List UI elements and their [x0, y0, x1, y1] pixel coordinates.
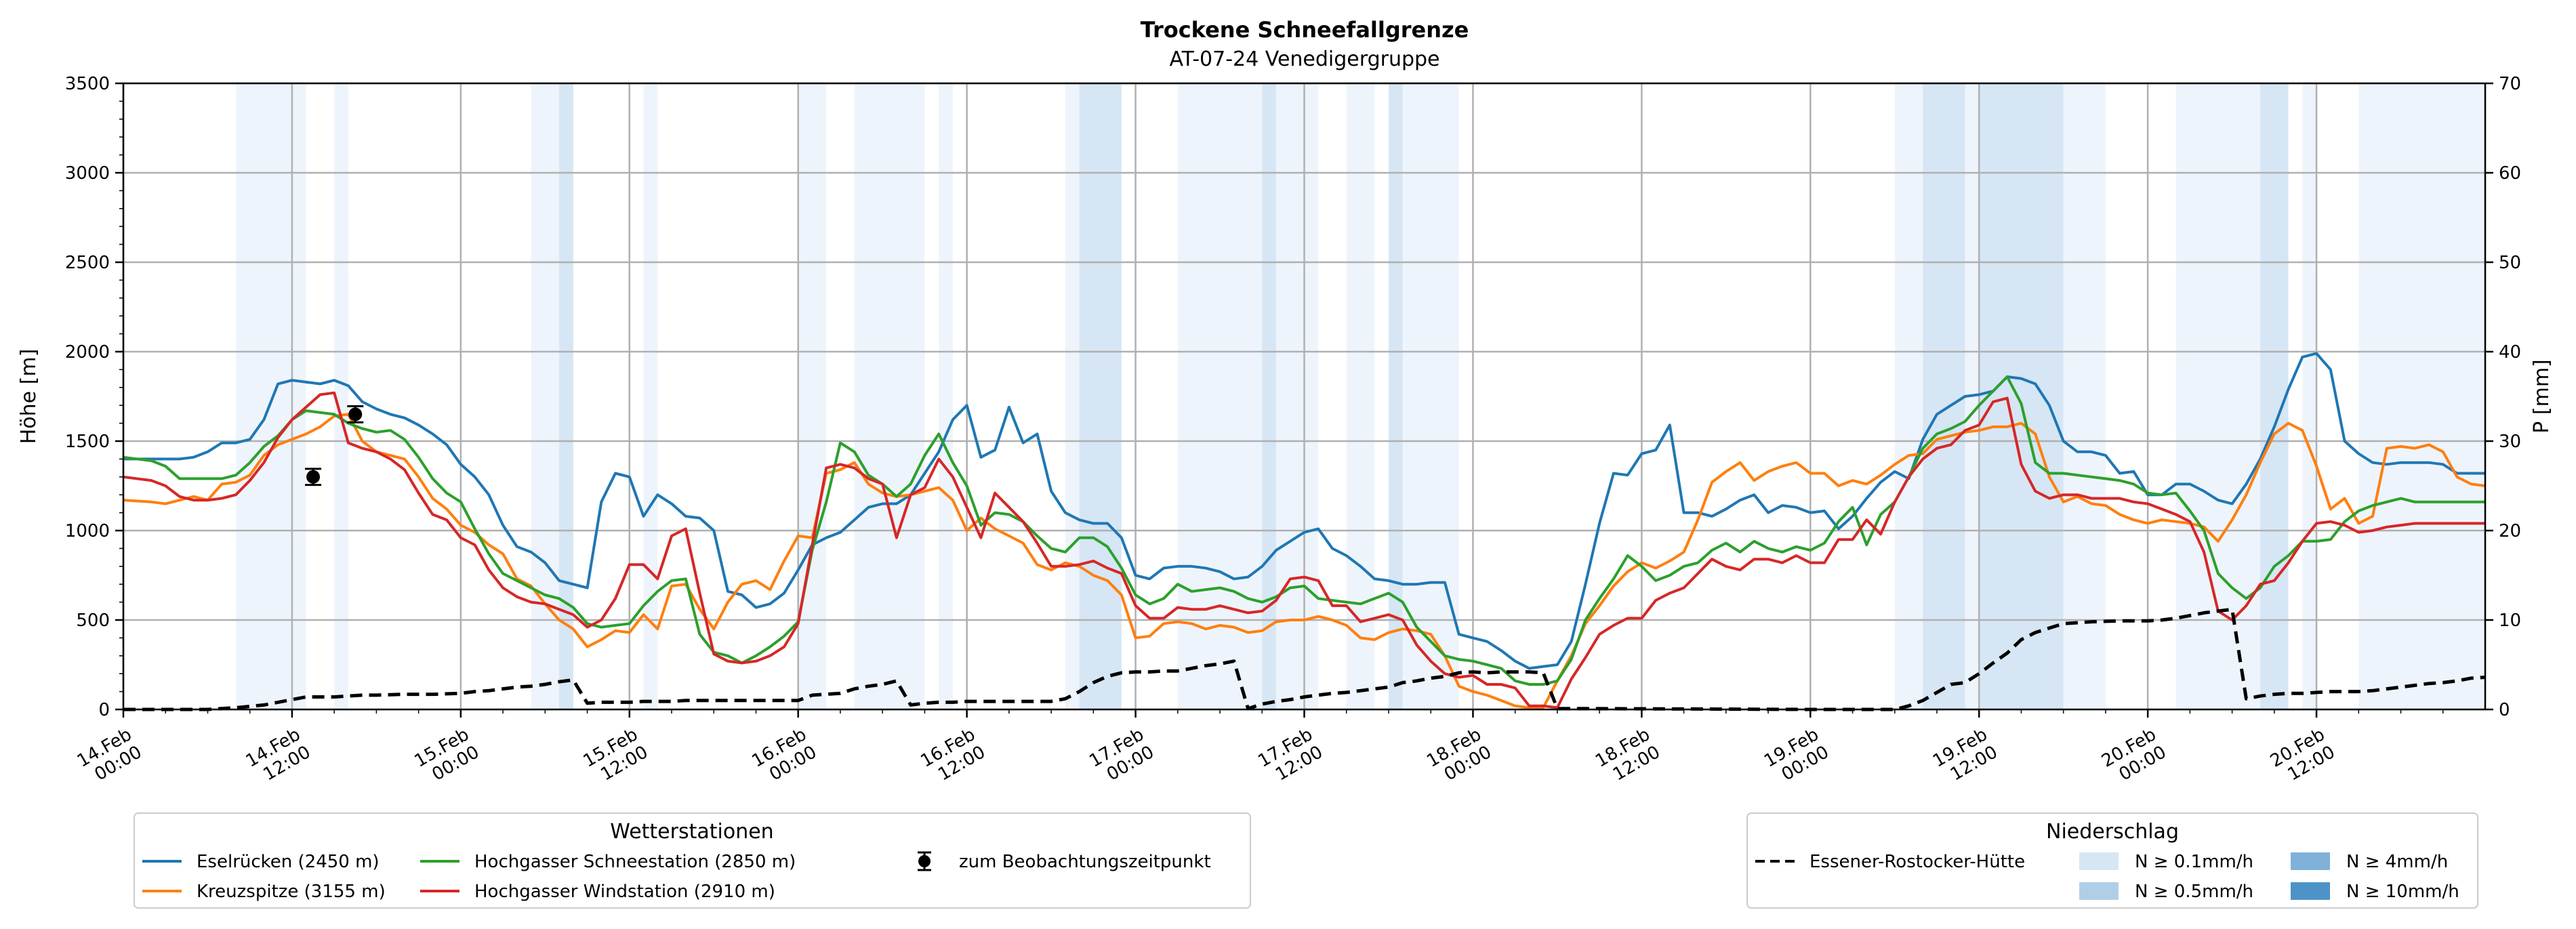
y-axis-right: 0 10 20 30 40 50 60 70 — [2485, 74, 2521, 720]
y-tick-label-left: 500 — [76, 611, 110, 631]
precip-band — [559, 83, 573, 709]
precip-band — [1065, 83, 1080, 709]
legend-stations: Wetterstationen Eselrücken (2450 m) Kreu… — [134, 812, 1251, 909]
legend-label-observation: zum Beobachtungszeitpunkt — [959, 852, 1211, 872]
y-axis-label-right: P [mm] — [2530, 359, 2554, 433]
legend-label-precip-3: N ≥ 10mm/h — [2346, 882, 2459, 902]
legend-label-precip-1: N ≥ 0.5mm/h — [2135, 882, 2253, 902]
legend-swatch-precip-2 — [2291, 852, 2330, 870]
precip-band — [1346, 83, 1375, 709]
precip-band — [2358, 83, 2485, 709]
precip-band — [939, 83, 953, 709]
y-tick-label-right: 70 — [2499, 74, 2521, 94]
observation-markers — [305, 405, 364, 487]
series-line-3 — [123, 391, 2485, 709]
precip-band — [1276, 83, 1319, 709]
chart-subtitle: AT-07-24 Venedigergruppe — [1169, 47, 1439, 71]
legend-stations-frame — [134, 812, 1251, 909]
legend-swatch-precip-0 — [2079, 852, 2119, 870]
legend-swatch-precip-1 — [2079, 882, 2119, 900]
y-tick-label-left: 0 — [98, 700, 110, 720]
y-tick-label-right: 10 — [2499, 611, 2521, 631]
precip-band — [1402, 83, 1459, 709]
legend-label-precip-0: N ≥ 0.1mm/h — [2135, 852, 2253, 872]
precip-band — [1177, 83, 1263, 709]
y-tick-label-right: 30 — [2499, 432, 2521, 452]
precip-band — [235, 83, 306, 709]
precip-band — [798, 83, 827, 709]
legend-label-kreuzspitze: Kreuzspitze (3155 m) — [197, 882, 386, 902]
y-tick-label-left: 1000 — [65, 521, 110, 541]
precip-band — [854, 83, 925, 709]
legend-stations-title: Wetterstationen — [610, 820, 773, 844]
legend-precipitation: Niederschlag Essener-Rostocker-Hütte N ≥… — [1746, 812, 2478, 909]
y-tick-label-right: 40 — [2499, 342, 2521, 363]
legend-label-precip-2: N ≥ 4mm/h — [2346, 852, 2448, 872]
precip-band — [2063, 83, 2106, 709]
legend-swatch-precip-3 — [2291, 882, 2330, 900]
precip-band — [1262, 83, 1277, 709]
y-tick-label-right: 50 — [2499, 253, 2521, 273]
legend-label-schneestation: Hochgasser Schneestation (2850 m) — [474, 852, 796, 872]
precip-band — [1894, 83, 1923, 709]
y-tick-label-left: 1500 — [65, 432, 110, 452]
legend-observation-marker — [918, 851, 931, 871]
precip-band — [2260, 83, 2289, 709]
series-lines — [123, 352, 2486, 711]
y-tick-label-left: 3000 — [65, 163, 110, 184]
precip-band — [2302, 83, 2317, 709]
precipitation-bands — [235, 83, 2485, 709]
precip-band — [643, 83, 658, 709]
legend-label-windstation: Hochgasser Windstation (2910 m) — [474, 882, 775, 902]
y-tick-label-left: 2000 — [65, 342, 110, 363]
legend-label-eselruecken: Eselrücken (2450 m) — [197, 852, 380, 872]
y-axis-label-left: Höhe [m] — [17, 349, 41, 445]
precip-band — [1923, 83, 1965, 709]
y-tick-label-right: 0 — [2499, 700, 2510, 720]
y-axis-left: 0 500 1000 1500 2000 2500 3000 3500 — [65, 74, 123, 720]
observation-point — [305, 468, 322, 487]
series-line-4 — [123, 607, 2486, 711]
legend-precip-title: Niederschlag — [2046, 820, 2179, 844]
y-tick-label-right: 20 — [2499, 521, 2521, 541]
series-line-1 — [123, 413, 2486, 709]
legend-label-hut: Essener-Rostocker-Hütte — [1810, 852, 2025, 872]
series-line-2 — [123, 375, 2485, 686]
y-tick-label-left: 3500 — [65, 74, 110, 94]
chart-title: Trockene Schneefallgrenze — [1141, 17, 1469, 43]
precip-band — [1388, 83, 1403, 709]
y-tick-label-left: 2500 — [65, 253, 110, 273]
precip-band — [1079, 83, 1122, 709]
precip-band — [334, 83, 348, 709]
observation-point — [347, 405, 364, 424]
y-tick-label-right: 60 — [2499, 163, 2521, 184]
series-line-0 — [123, 352, 2485, 670]
precip-band — [1979, 83, 2064, 709]
